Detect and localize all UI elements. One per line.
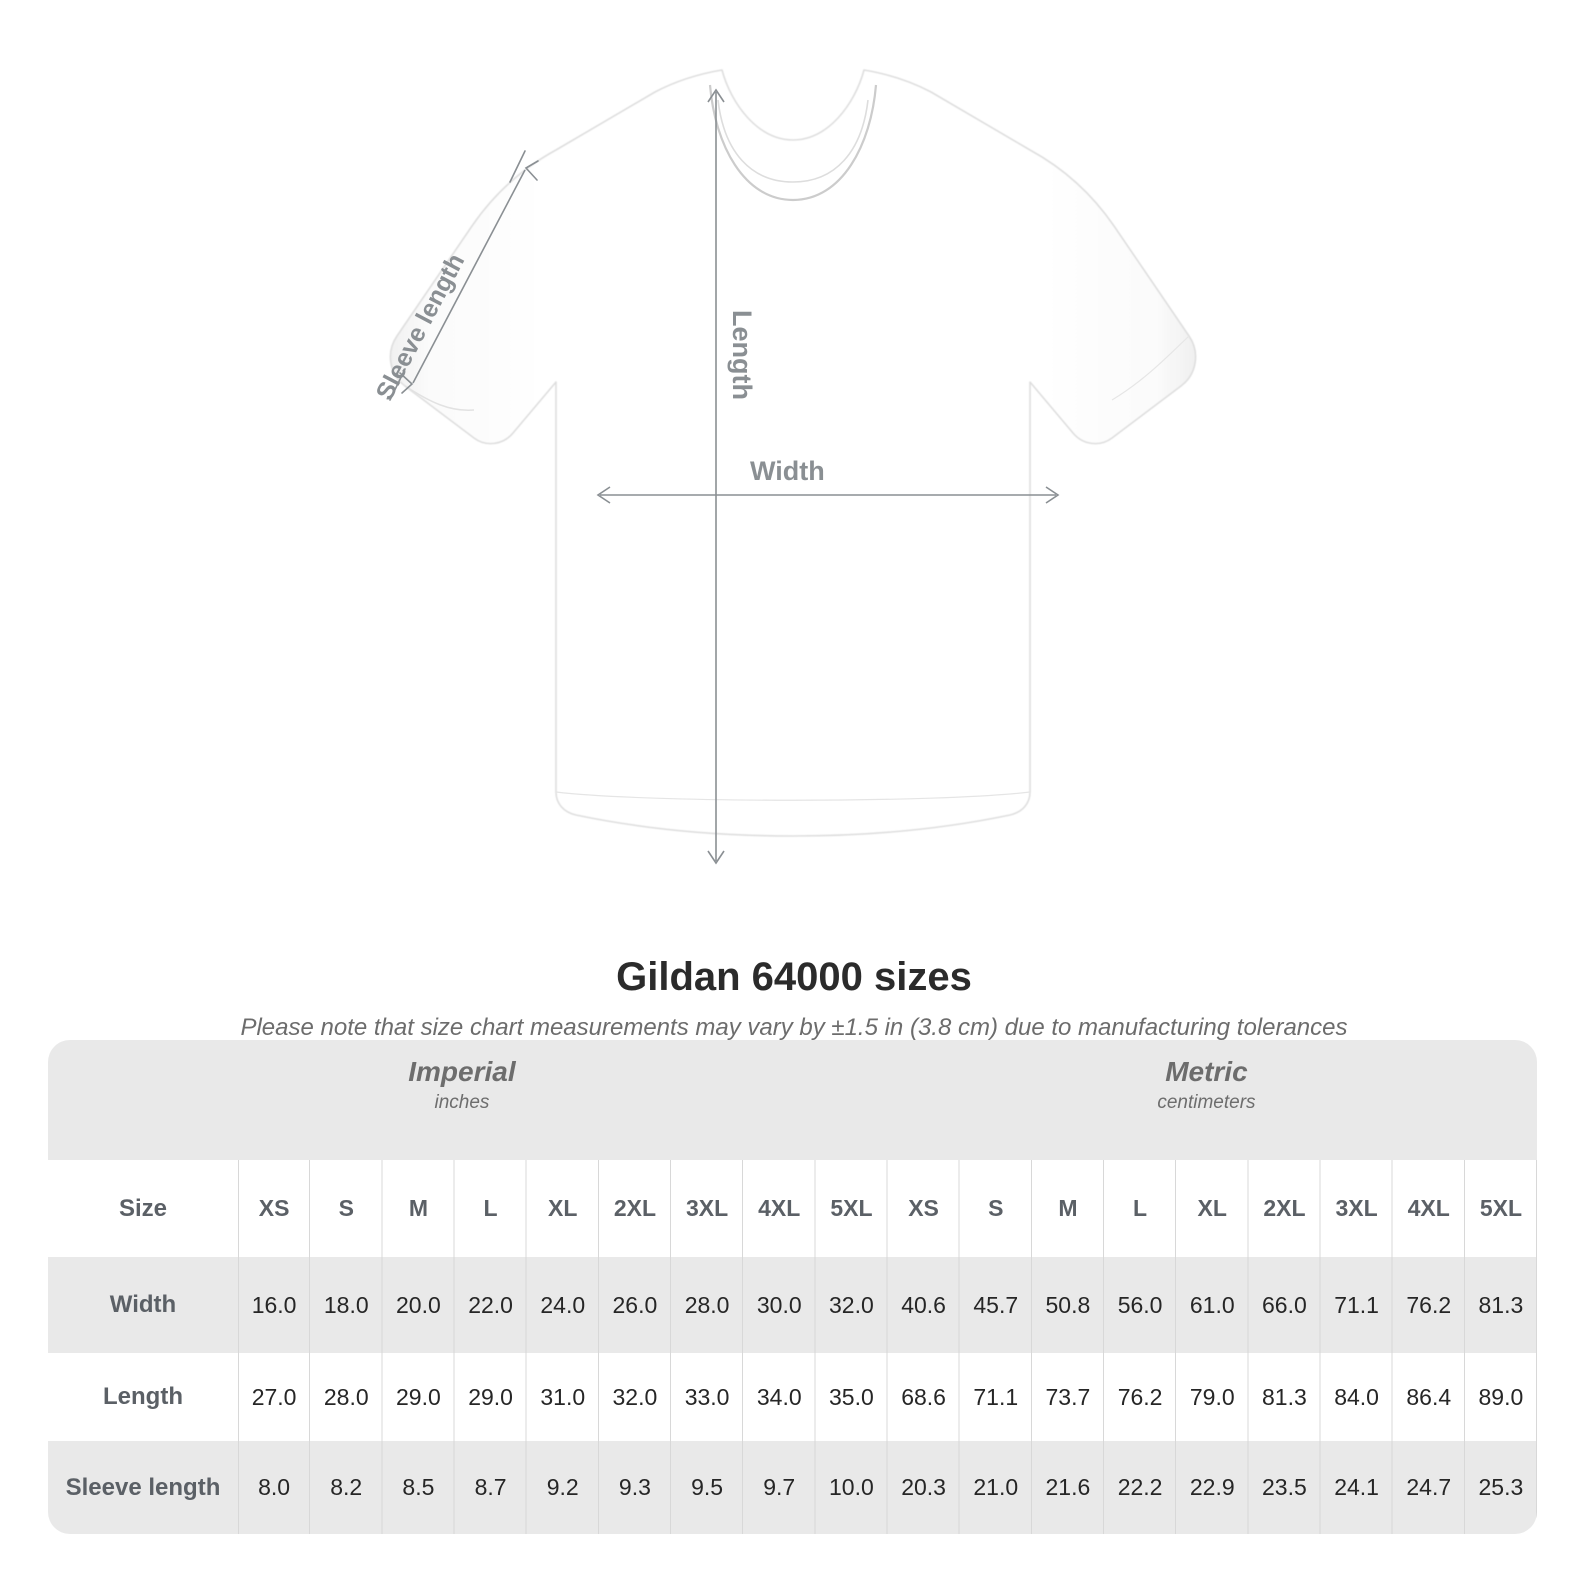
svg-text:Length: Length: [727, 310, 757, 400]
svg-text:Width: Width: [750, 456, 825, 486]
